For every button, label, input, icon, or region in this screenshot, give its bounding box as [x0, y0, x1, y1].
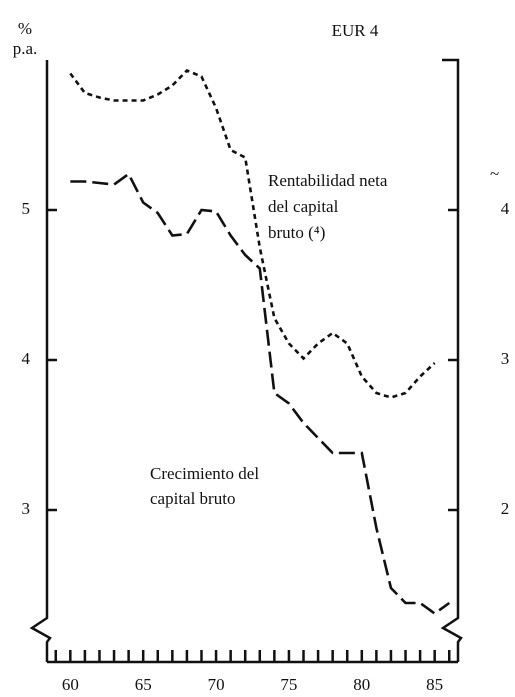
y2-tick-label: 4 [501, 199, 510, 218]
left-axis [29, 60, 52, 662]
y-tick-label: 3 [22, 499, 31, 518]
y-tick-label: 5 [22, 199, 31, 218]
x-tick-label: 85 [426, 675, 443, 694]
x-tick-label: 80 [353, 675, 370, 694]
x-tick-label: 75 [280, 675, 297, 694]
x-tick-label: 60 [62, 675, 79, 694]
annotation: ~ [490, 164, 499, 183]
annotation: del capital [268, 197, 339, 216]
right-axis [440, 58, 463, 662]
y2-tick-label: 3 [501, 349, 510, 368]
y-tick-label: 4 [22, 349, 31, 368]
y2-tick-label: 2 [501, 499, 510, 518]
chart-title: EUR 4 [332, 21, 379, 40]
y-axis-label: % p.a. [13, 19, 38, 58]
annotation: capital bruto [150, 489, 235, 508]
annotation: bruto (⁴) [268, 223, 325, 242]
series-line [69, 68, 436, 399]
annotation: Rentabilidad neta [268, 171, 388, 190]
x-tick-label: 70 [208, 675, 225, 694]
annotation: Crecimiento del [150, 464, 259, 483]
series-line [70, 172, 451, 616]
x-tick-label: 65 [135, 675, 152, 694]
